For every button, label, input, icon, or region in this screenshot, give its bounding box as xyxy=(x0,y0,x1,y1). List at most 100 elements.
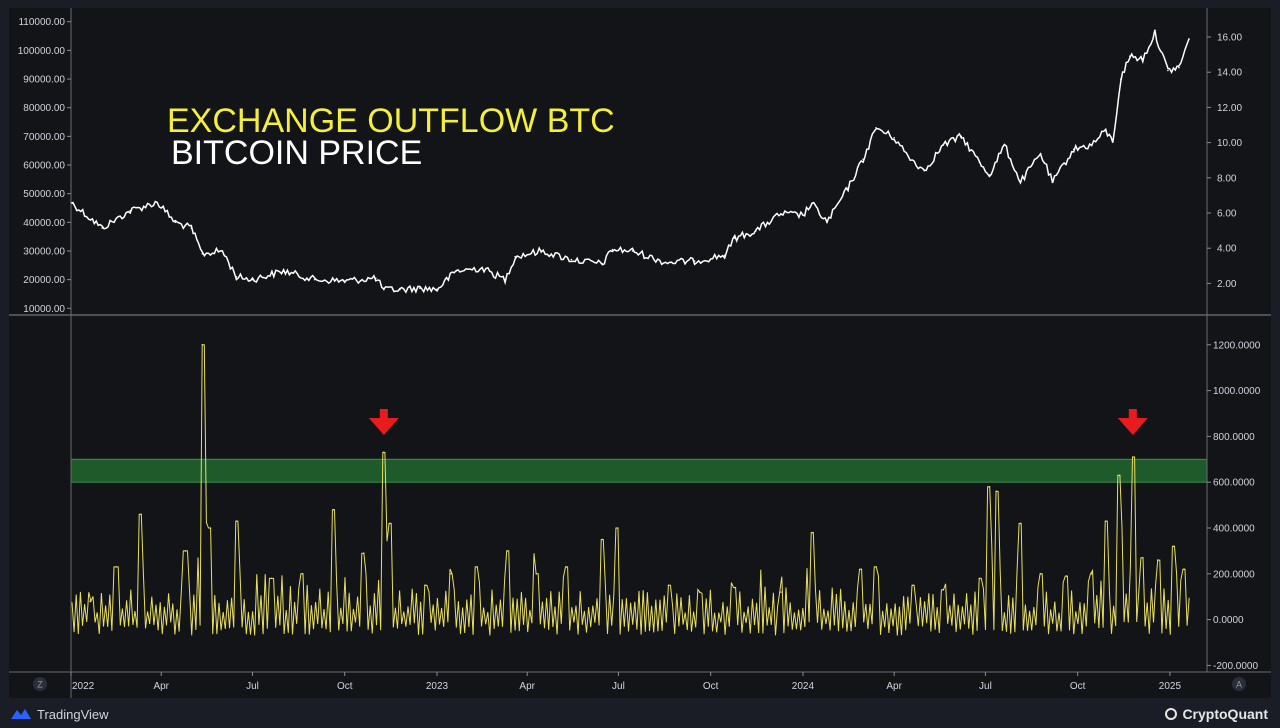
outflow-peak-point xyxy=(201,343,204,346)
secondary-tick-label: 14.00 xyxy=(1217,68,1242,79)
price-point xyxy=(383,288,385,291)
price-point xyxy=(755,230,757,232)
price-point xyxy=(1111,141,1114,143)
x-tick-label: Apr xyxy=(153,681,169,692)
zoom-reset-button[interactable]: Z xyxy=(33,677,47,691)
price-point xyxy=(343,280,346,282)
cryptoquant-brand[interactable]: CryptoQuant xyxy=(1165,704,1268,724)
price-point xyxy=(1051,181,1054,183)
outflow-peak-point xyxy=(875,566,877,568)
price-point xyxy=(1154,32,1156,34)
x-tick-label: Jul xyxy=(612,681,625,692)
x-tick-label: 2023 xyxy=(426,681,449,692)
price-tick-label: 100000.00 xyxy=(18,46,66,57)
price-tick-label: 10000.00 xyxy=(23,304,65,315)
price-point xyxy=(156,201,159,204)
outflow-peak-point xyxy=(1157,559,1159,561)
outflow-peak-point xyxy=(1039,573,1042,575)
price-point xyxy=(611,248,614,251)
secondary-tick-label: 12.00 xyxy=(1217,103,1242,114)
price-point xyxy=(1167,69,1169,72)
outflow-peak-point xyxy=(115,566,117,568)
zoom-reset-label[interactable]: Z xyxy=(37,680,43,690)
price-point xyxy=(1188,38,1190,40)
price-point xyxy=(190,227,193,229)
price-point xyxy=(802,214,804,216)
x-tick-label: 2025 xyxy=(1159,681,1182,692)
price-point xyxy=(1119,78,1122,80)
outflow-peak-point xyxy=(1118,474,1121,477)
zoom-reset-circle[interactable] xyxy=(33,677,47,691)
x-tick-label: Oct xyxy=(337,681,353,692)
outflow-peak-point xyxy=(301,573,304,575)
price-tick-label: 80000.00 xyxy=(23,103,65,114)
price-tick-label: 60000.00 xyxy=(23,161,65,172)
price-point xyxy=(419,287,421,290)
outflow-tick-label: 200.0000 xyxy=(1213,569,1255,580)
price-point xyxy=(893,136,895,139)
outflow-peak-point xyxy=(978,577,981,580)
footer-bar: TradingView CryptoQuant xyxy=(0,700,1280,728)
secondary-tick-label: 4.00 xyxy=(1217,244,1237,255)
price-point xyxy=(988,174,991,176)
price-point xyxy=(514,255,516,258)
outflow-peak-point xyxy=(476,566,478,568)
outflow-peak-point xyxy=(506,550,508,552)
auto-scale-label[interactable]: A xyxy=(1236,680,1242,690)
x-tick-label: 2024 xyxy=(792,681,815,692)
cryptoquant-logo-icon xyxy=(1165,708,1178,720)
arrow-shaft xyxy=(379,409,388,420)
price-point xyxy=(375,277,377,279)
price-point xyxy=(847,187,849,189)
price-tick-label: 40000.00 xyxy=(23,218,65,229)
arrow-head xyxy=(368,418,399,435)
price-point xyxy=(780,212,782,215)
x-tick-label: Apr xyxy=(519,681,535,692)
price-point xyxy=(733,237,736,239)
price-point xyxy=(693,260,696,262)
price-point xyxy=(1178,66,1180,69)
outflow-peak-point xyxy=(1132,456,1134,458)
price-point xyxy=(1090,144,1093,146)
auto-scale-circle[interactable] xyxy=(1232,677,1246,691)
outflow-peak-point xyxy=(209,527,212,529)
outflow-tick-label: 600.0000 xyxy=(1213,478,1255,489)
tradingview-brand[interactable]: TradingView xyxy=(10,704,109,724)
price-point xyxy=(601,263,604,265)
outflow-peak-point xyxy=(1019,522,1022,525)
price-point xyxy=(481,267,483,269)
outflow-peak-point xyxy=(89,600,91,603)
price-point xyxy=(235,275,238,278)
price-point xyxy=(664,261,667,264)
x-tick-label: Jul xyxy=(246,681,259,692)
price-point xyxy=(540,250,543,252)
price-point xyxy=(942,144,945,146)
arrow-shaft xyxy=(1128,409,1137,420)
red-arrow-down-icon xyxy=(368,409,399,435)
outflow-peak-point xyxy=(995,490,998,493)
x-tick-label: Jul xyxy=(979,681,992,692)
price-tick-label: 50000.00 xyxy=(23,189,65,200)
outflow-peak-point xyxy=(942,589,945,591)
outflow-peak-point xyxy=(140,513,142,516)
price-point xyxy=(1129,55,1131,57)
outflow-peak-point xyxy=(812,531,814,534)
outflow-peak-point xyxy=(860,568,862,571)
outflow-peak-point xyxy=(733,586,736,589)
price-point xyxy=(282,270,285,272)
outflow-series-line xyxy=(71,344,1190,636)
price-point xyxy=(174,221,177,224)
secondary-tick-label: 2.00 xyxy=(1217,279,1237,290)
auto-scale-button[interactable]: A xyxy=(1232,677,1246,691)
price-point xyxy=(436,288,438,291)
outflow-peak-point xyxy=(1104,520,1107,522)
price-point xyxy=(875,126,877,129)
price-tick-label: 30000.00 xyxy=(23,246,65,257)
outflow-peak-point xyxy=(450,573,452,575)
outflow-peak-point xyxy=(780,591,782,593)
x-tick-label: Oct xyxy=(703,681,719,692)
outflow-peak-point xyxy=(1183,568,1185,571)
outflow-tick-label: 800.0000 xyxy=(1213,432,1255,443)
outflow-peak-point xyxy=(424,584,426,587)
price-point xyxy=(1003,144,1006,146)
